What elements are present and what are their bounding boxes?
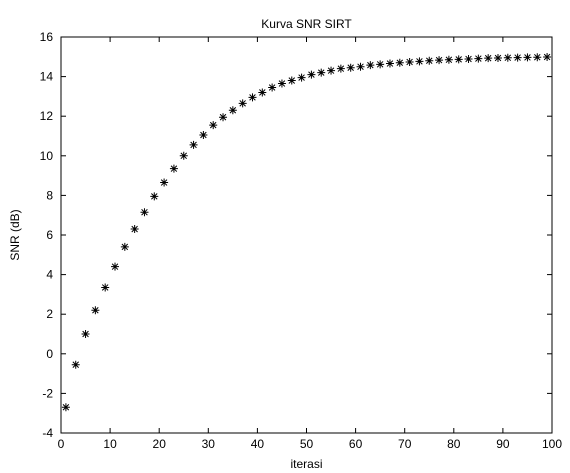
data-point (209, 121, 218, 130)
data-point (474, 54, 483, 63)
data-point (395, 58, 404, 67)
data-point (111, 262, 120, 271)
data-point (405, 57, 414, 66)
data-point (493, 53, 502, 62)
x-tick-label: 90 (496, 437, 510, 451)
x-tick-label: 100 (542, 437, 562, 451)
data-point (307, 70, 316, 79)
data-point (160, 178, 169, 187)
data-point (140, 208, 149, 217)
data-point (385, 59, 394, 68)
y-tick-label: 6 (46, 228, 53, 242)
y-tick-label: 0 (46, 347, 53, 361)
y-axis: -4 -2 0 2 4 6 8 10 12 14 16 (40, 30, 552, 440)
y-tick-label: 16 (40, 30, 54, 44)
x-tick-label: 80 (447, 437, 461, 451)
data-point (101, 283, 110, 292)
data-point (268, 83, 277, 92)
y-axis-title: SNR (dB) (8, 209, 22, 260)
data-point (199, 131, 208, 140)
data-point (169, 164, 178, 173)
data-point (336, 64, 345, 73)
data-point (317, 68, 326, 77)
x-tick-label: 20 (153, 437, 167, 451)
y-tick-label: 2 (46, 307, 53, 321)
data-point (61, 403, 70, 412)
x-tick-label: 10 (103, 437, 117, 451)
data-point (464, 54, 473, 63)
x-tick-label: 60 (349, 437, 363, 451)
plot-frame (60, 36, 553, 434)
data-point (356, 62, 365, 71)
data-point (503, 53, 512, 62)
data-point (150, 192, 159, 201)
data-point (425, 56, 434, 65)
data-series (61, 52, 552, 412)
y-tick-label: 12 (40, 109, 54, 123)
data-point (130, 225, 139, 234)
data-point (287, 76, 296, 85)
data-point (435, 56, 444, 65)
data-point (523, 53, 532, 62)
data-point (444, 55, 453, 64)
data-point (120, 242, 129, 251)
y-tick-label: 4 (46, 268, 53, 282)
data-point (179, 151, 188, 160)
data-point (81, 330, 90, 338)
y-tick-label: 10 (40, 149, 54, 163)
data-point (91, 306, 100, 315)
x-axis: 0 10 20 30 40 50 60 70 80 90 100 (58, 37, 562, 451)
y-tick-label: 8 (46, 188, 53, 202)
data-point (484, 54, 493, 63)
x-tick-label: 70 (398, 437, 412, 451)
x-tick-label: 0 (58, 437, 65, 451)
data-point (376, 60, 385, 69)
data-point (71, 360, 80, 369)
x-axis-title: iterasi (290, 457, 322, 471)
y-tick-label: 14 (40, 70, 54, 84)
data-point (415, 57, 424, 66)
data-point (346, 63, 355, 72)
data-point (238, 99, 247, 108)
data-point (277, 79, 286, 88)
data-point (454, 55, 463, 64)
y-tick-label: -4 (42, 426, 53, 440)
data-point (513, 53, 522, 62)
data-point (297, 73, 306, 82)
data-point (327, 66, 336, 75)
x-tick-label: 50 (300, 437, 314, 451)
data-point (189, 140, 198, 149)
y-tick-label: -2 (42, 386, 53, 400)
data-point (366, 61, 375, 70)
x-tick-label: 40 (251, 437, 265, 451)
chart-title: Kurva SNR SIRT (261, 17, 352, 31)
data-point (219, 113, 228, 122)
data-point (533, 53, 542, 62)
data-point (543, 52, 552, 61)
data-point (258, 88, 267, 97)
x-tick-label: 30 (202, 437, 216, 451)
data-point (228, 106, 237, 115)
data-point (248, 93, 257, 102)
